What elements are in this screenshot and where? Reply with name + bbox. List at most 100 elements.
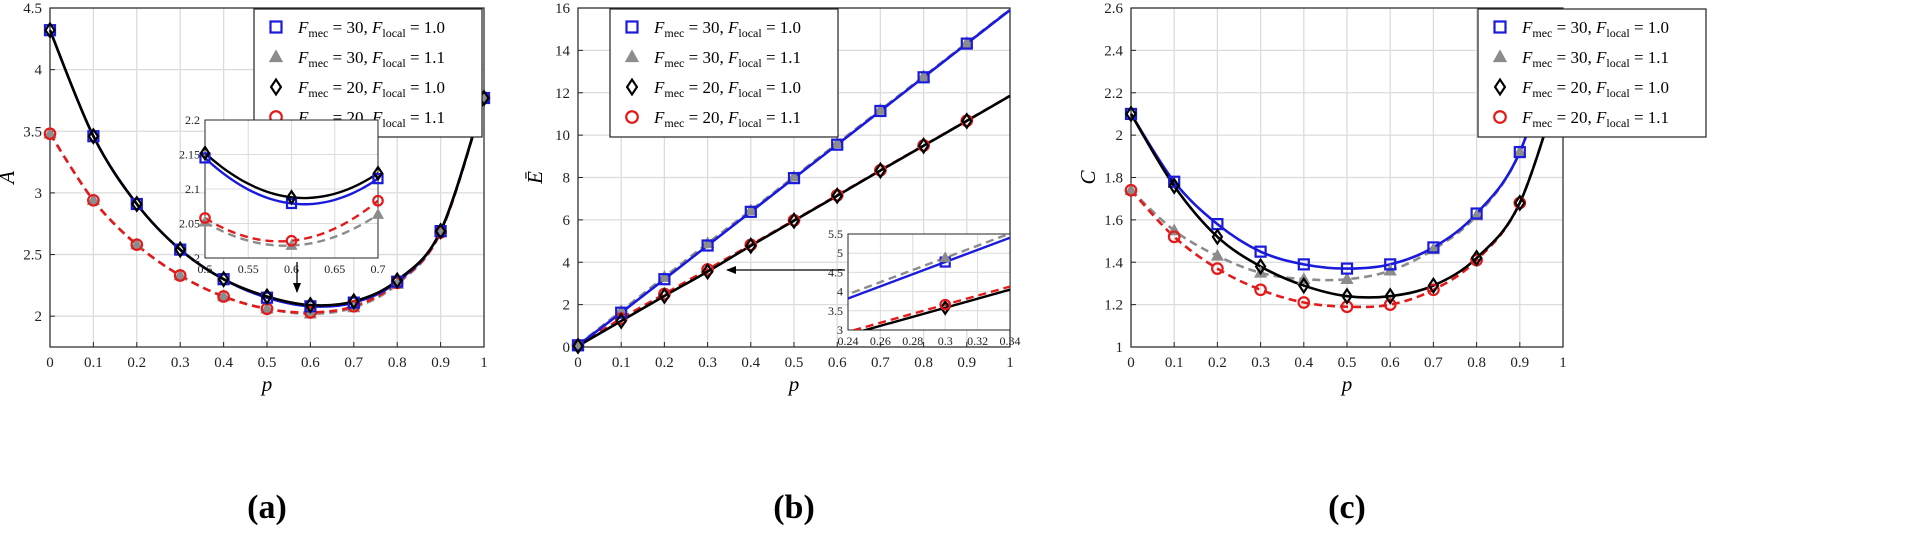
legend-label-part: F xyxy=(371,48,383,67)
legend-marker-square xyxy=(269,20,283,34)
inset-series-line-triangle xyxy=(848,234,1010,296)
inset-y-tick-label: 2.1 xyxy=(185,182,200,196)
legend-label-part: = 30, xyxy=(684,48,728,67)
data-point-circle xyxy=(1167,230,1181,244)
legend-label-part: = 1.0 xyxy=(406,78,445,97)
data-point-diamond xyxy=(615,312,628,330)
legend-label-part: F xyxy=(727,108,739,127)
legend-marker-circle xyxy=(1493,110,1507,124)
inset-series-line-diamond xyxy=(205,152,378,200)
legend-label-part: = 1.1 xyxy=(1630,108,1669,127)
x-tick-label: 0 xyxy=(46,355,54,371)
inset-data-point-triangle xyxy=(371,208,385,219)
x-tick-label: 0.9 xyxy=(1510,355,1529,371)
y-tick-label: 2 xyxy=(35,309,43,325)
x-tick-label: 0.6 xyxy=(828,355,847,371)
x-axis-label: p xyxy=(1340,372,1353,396)
legend-label-part: F xyxy=(297,48,309,67)
x-tick-label: 1 xyxy=(1559,355,1567,371)
x-tick-label: 0.8 xyxy=(914,355,933,371)
data-point-square xyxy=(960,37,973,50)
inset-data-point-circle xyxy=(199,212,211,224)
data-point-triangle xyxy=(873,102,888,115)
data-point-triangle xyxy=(700,236,715,249)
data-point-diamond xyxy=(304,296,317,314)
data-point-circle xyxy=(43,127,57,141)
inset-x-tick-label: 0.55 xyxy=(238,262,259,276)
inset-y-tick-label: 2.05 xyxy=(179,217,200,231)
x-tick-label: 0.1 xyxy=(84,355,103,371)
inset-frame xyxy=(847,233,1011,331)
data-point-square xyxy=(1297,258,1310,271)
legend-label-part: F xyxy=(1595,48,1607,67)
x-axis-label: p xyxy=(260,372,273,396)
data-point-diamond xyxy=(347,292,360,311)
x-tick-label: 0.8 xyxy=(1467,355,1486,371)
y-tick-label: 1.2 xyxy=(1104,298,1123,314)
inset-x-tick-label: 0.65 xyxy=(324,262,345,276)
legend-label-part: mec xyxy=(664,86,684,100)
legend-label-part: F xyxy=(1521,108,1533,127)
legend-label-part: local xyxy=(1606,86,1630,100)
inset-data-point-square xyxy=(199,152,211,164)
data-point-square xyxy=(874,104,887,118)
inset-data-point-square xyxy=(372,173,384,185)
inset-y-tick-label: 3 xyxy=(837,323,843,337)
legend-label-part: = 1.0 xyxy=(1630,78,1669,97)
data-point-diamond xyxy=(1211,228,1224,246)
inset-data-point-circle xyxy=(285,234,298,247)
data-point-diamond xyxy=(1254,257,1267,276)
data-point-square xyxy=(1470,207,1483,220)
legend-marker-diamond xyxy=(625,77,639,97)
legend-label-part: = 30, xyxy=(328,18,372,37)
data-point-diamond xyxy=(434,222,447,240)
x-tick-label: 1 xyxy=(1006,355,1014,371)
inset-x-tick-label: 0.24 xyxy=(838,334,859,348)
legend-label: Fmec = 30, Flocal = 1.1 xyxy=(297,48,445,70)
data-point-circle xyxy=(87,193,100,207)
legend-label-part: F xyxy=(1595,108,1607,127)
legend-label-part: F xyxy=(1521,78,1533,97)
data-point-diamond xyxy=(658,287,671,305)
data-point-square xyxy=(1340,262,1354,275)
inset-data-point-triangle xyxy=(939,251,952,263)
legend-label-part: = 20, xyxy=(684,108,728,127)
data-point-circle xyxy=(173,269,187,282)
inset-y-tick-label: 4.5 xyxy=(828,265,843,279)
inset-x-tick-label: 0.6 xyxy=(284,262,299,276)
data-point-diamond xyxy=(87,127,100,145)
data-point-circle xyxy=(304,306,317,319)
legend-label: Fmec = 20, Flocal = 1.1 xyxy=(653,108,801,130)
panel-caption: (b) xyxy=(773,489,815,526)
x-tick-label: 0.4 xyxy=(1294,355,1313,371)
data-point-diamond xyxy=(744,236,757,255)
inset-x-tick-label: 0.34 xyxy=(1000,334,1021,348)
x-tick-label: 0.1 xyxy=(1165,355,1184,371)
legend-marker-triangle xyxy=(268,49,284,63)
x-tick-label: 0.5 xyxy=(258,355,277,371)
legend-label-part: F xyxy=(297,78,309,97)
legend-marker-triangle xyxy=(1492,49,1508,63)
x-axis-label: p xyxy=(787,372,800,396)
y-tick-label: 2.6 xyxy=(1104,1,1123,17)
legend-label-part: = 1.1 xyxy=(406,108,445,127)
series-markers xyxy=(1124,105,1527,314)
data-point-triangle xyxy=(830,136,844,149)
legend-label-part: = 30, xyxy=(1552,18,1596,37)
x-tick-label: 0.5 xyxy=(785,355,804,371)
data-point-diamond xyxy=(1384,287,1397,305)
inset-series-line-circle xyxy=(849,285,1010,330)
inset-data-point-circle xyxy=(372,194,384,207)
y-tick-label: 8 xyxy=(563,171,571,187)
x-tick-label: 0.7 xyxy=(344,355,363,371)
legend-label-part: = 20, xyxy=(684,78,728,97)
legend-label: Fmec = 30, Flocal = 1.0 xyxy=(297,18,445,40)
inset-chart-1: 0.5 0.55 0.6 0.65 0.7 2 2.05 2.1 2.15 2.2 xyxy=(179,113,386,276)
inset-data-point-square xyxy=(285,197,298,210)
data-point-diamond xyxy=(701,262,714,281)
inset-y-tick-label: 5.5 xyxy=(828,227,843,241)
inset-x-tick-label: 0.5 xyxy=(198,262,213,276)
data-point-square xyxy=(1427,241,1440,254)
inset-lines xyxy=(848,234,1010,330)
data-point-diamond xyxy=(1168,177,1181,195)
